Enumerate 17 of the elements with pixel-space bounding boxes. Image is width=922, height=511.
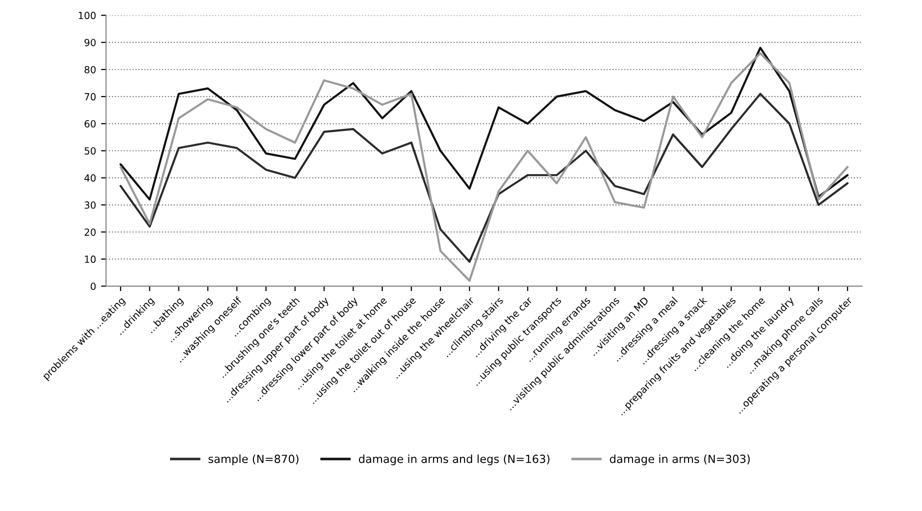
line-series bbox=[120, 46, 849, 201]
line-series bbox=[120, 52, 849, 282]
y-tick-label: 70 bbox=[84, 93, 96, 100]
y-tick-label: 30 bbox=[84, 201, 96, 209]
y-tick-label: 0 bbox=[90, 282, 96, 290]
y-tick-label: 20 bbox=[84, 228, 96, 236]
y-tick-label: 100 bbox=[78, 12, 96, 20]
y-tick-label: 80 bbox=[84, 66, 96, 74]
line-series bbox=[120, 92, 849, 263]
y-tick-label: 60 bbox=[84, 120, 96, 128]
y-tick-label: 50 bbox=[84, 147, 96, 155]
y-tick-label: 10 bbox=[85, 256, 96, 263]
y-tick-label: 90 bbox=[84, 38, 96, 46]
legend-label: damage in arms (N=303) bbox=[610, 454, 750, 466]
legend-label: sample (N=870) bbox=[208, 454, 298, 466]
legend-label: damage in arms and legs (N=163) bbox=[358, 454, 550, 466]
y-tick-label: 40 bbox=[84, 174, 96, 182]
